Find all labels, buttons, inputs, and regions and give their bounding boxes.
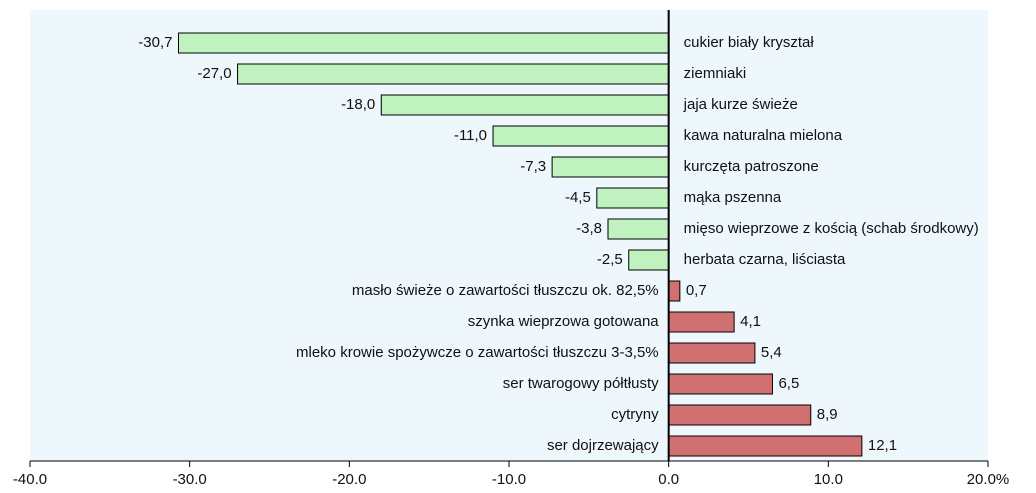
value-label: -11,0 [454,127,487,144]
bar [668,342,756,364]
x-tick-label: 10.0 [814,471,843,488]
value-label: 4,1 [740,313,761,330]
category-label: cytryny [611,406,659,423]
value-label: 8,9 [817,406,838,423]
category-label: herbata czarna, liściasta [684,251,846,268]
bar [551,156,670,178]
category-label: ziemniaki [684,65,747,82]
bar [668,311,735,333]
category-label: cukier biały kryształ [684,34,815,51]
category-label: mąka pszenna [684,189,782,206]
value-label: 5,4 [761,344,782,361]
bar [492,125,670,147]
value-label: -7,3 [520,158,546,175]
x-tick-label: -10.0 [492,471,526,488]
category-label: szynka wieprzowa gotowana [468,313,660,330]
value-label: -30,7 [138,34,172,51]
category-label: ser dojrzewający [547,437,659,454]
bar [668,404,812,426]
bar [237,63,670,85]
value-label: -4,5 [565,189,591,206]
bar [628,249,670,271]
category-label: ser twarogowy półtłusty [503,375,659,392]
category-label: masło świeże o zawartości tłuszczu ok. 8… [352,282,659,299]
plot-area [30,10,988,461]
value-label: -18,0 [341,96,375,113]
bar [607,218,670,240]
value-label: 0,7 [686,282,707,299]
bar [177,32,670,54]
x-tick-label: -20.0 [332,471,366,488]
value-label: 6,5 [778,375,799,392]
bar [668,435,863,457]
x-tick-label: -40.0 [13,471,47,488]
category-label: kawa naturalna mielona [684,127,843,144]
x-tick-label: 0.0 [658,471,679,488]
bar [668,280,681,302]
bar [596,187,670,209]
category-label: mleko krowie spożywcze o zawartości tłus… [296,344,659,361]
category-label: jaja kurze świeże [683,96,798,113]
value-label: -3,8 [576,220,602,237]
category-label: kurczęta patroszone [684,158,819,175]
x-tick-label: -30.0 [173,471,207,488]
category-label: mięso wieprzowe z kością (schab środkowy… [684,220,979,237]
x-tick-label: 20.0% [967,471,1010,488]
value-label: -27,0 [197,65,231,82]
value-label: -2,5 [597,251,623,268]
value-label: 12,1 [868,437,897,454]
bar [668,373,773,395]
bar [380,94,670,116]
